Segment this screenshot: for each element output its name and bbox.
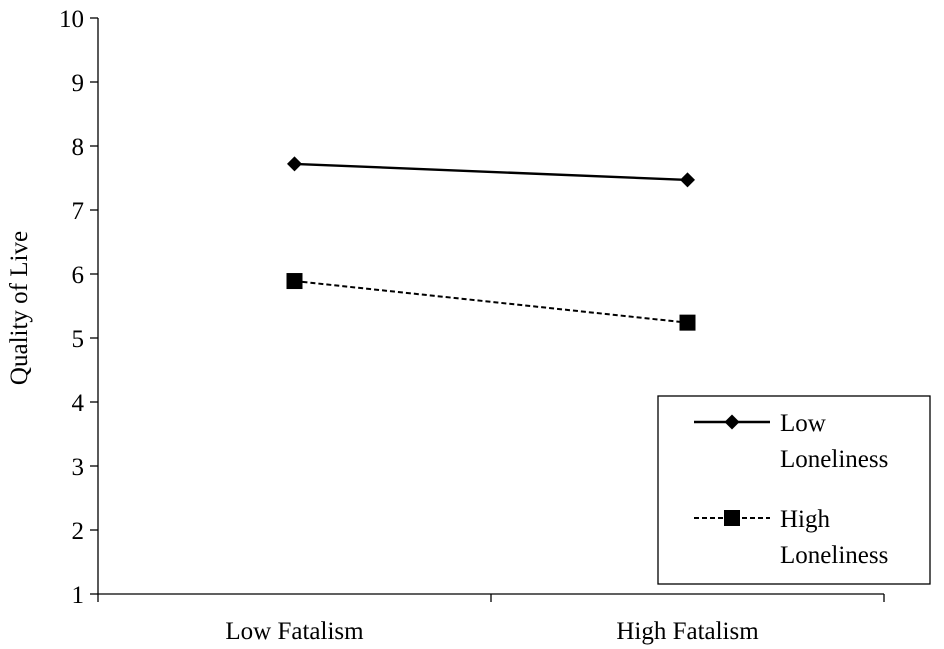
square-marker — [724, 510, 740, 526]
y-tick-label: 6 — [72, 262, 85, 289]
legend-label: Loneliness — [780, 446, 888, 473]
diamond-marker — [724, 414, 740, 430]
legend-item-2: High Loneliness — [694, 506, 888, 569]
y-axis-title: Quality of Live — [6, 231, 33, 385]
y-tick-label: 9 — [72, 70, 85, 97]
diamond-marker — [287, 156, 302, 172]
y-tick-label: 10 — [59, 6, 84, 33]
y-tick-label: 3 — [72, 454, 85, 481]
y-tick-label: 4 — [72, 390, 85, 417]
x-tick-label: Low Fatalism — [225, 618, 364, 645]
series-line — [294, 162, 688, 182]
series-layer — [286, 156, 696, 331]
x-axis: Low Fatalism High Fatalism — [97, 593, 885, 645]
diamond-marker — [680, 172, 695, 188]
legend-label: Loneliness — [780, 542, 888, 569]
series-2 — [286, 273, 696, 331]
x-tick-label: High Fatalism — [616, 618, 759, 645]
square-marker — [286, 273, 303, 290]
y-tick-label: 8 — [72, 134, 85, 161]
y-tick-label: 7 — [72, 198, 85, 225]
y-tick-label: 1 — [72, 582, 85, 609]
legend-item-1: Low Loneliness — [694, 410, 888, 473]
legend: Low Loneliness High Loneliness — [657, 395, 931, 585]
legend-label: High — [780, 506, 831, 533]
series-line — [294, 280, 688, 324]
y-tick-label: 5 — [72, 326, 85, 353]
y-tick-label: 2 — [72, 518, 85, 545]
legend-box — [657, 395, 931, 585]
series-1 — [287, 156, 695, 188]
legend-label: Low — [780, 410, 826, 437]
square-marker — [679, 314, 696, 331]
y-axis: 1 2 3 4 5 6 7 8 9 10 — [59, 6, 99, 609]
